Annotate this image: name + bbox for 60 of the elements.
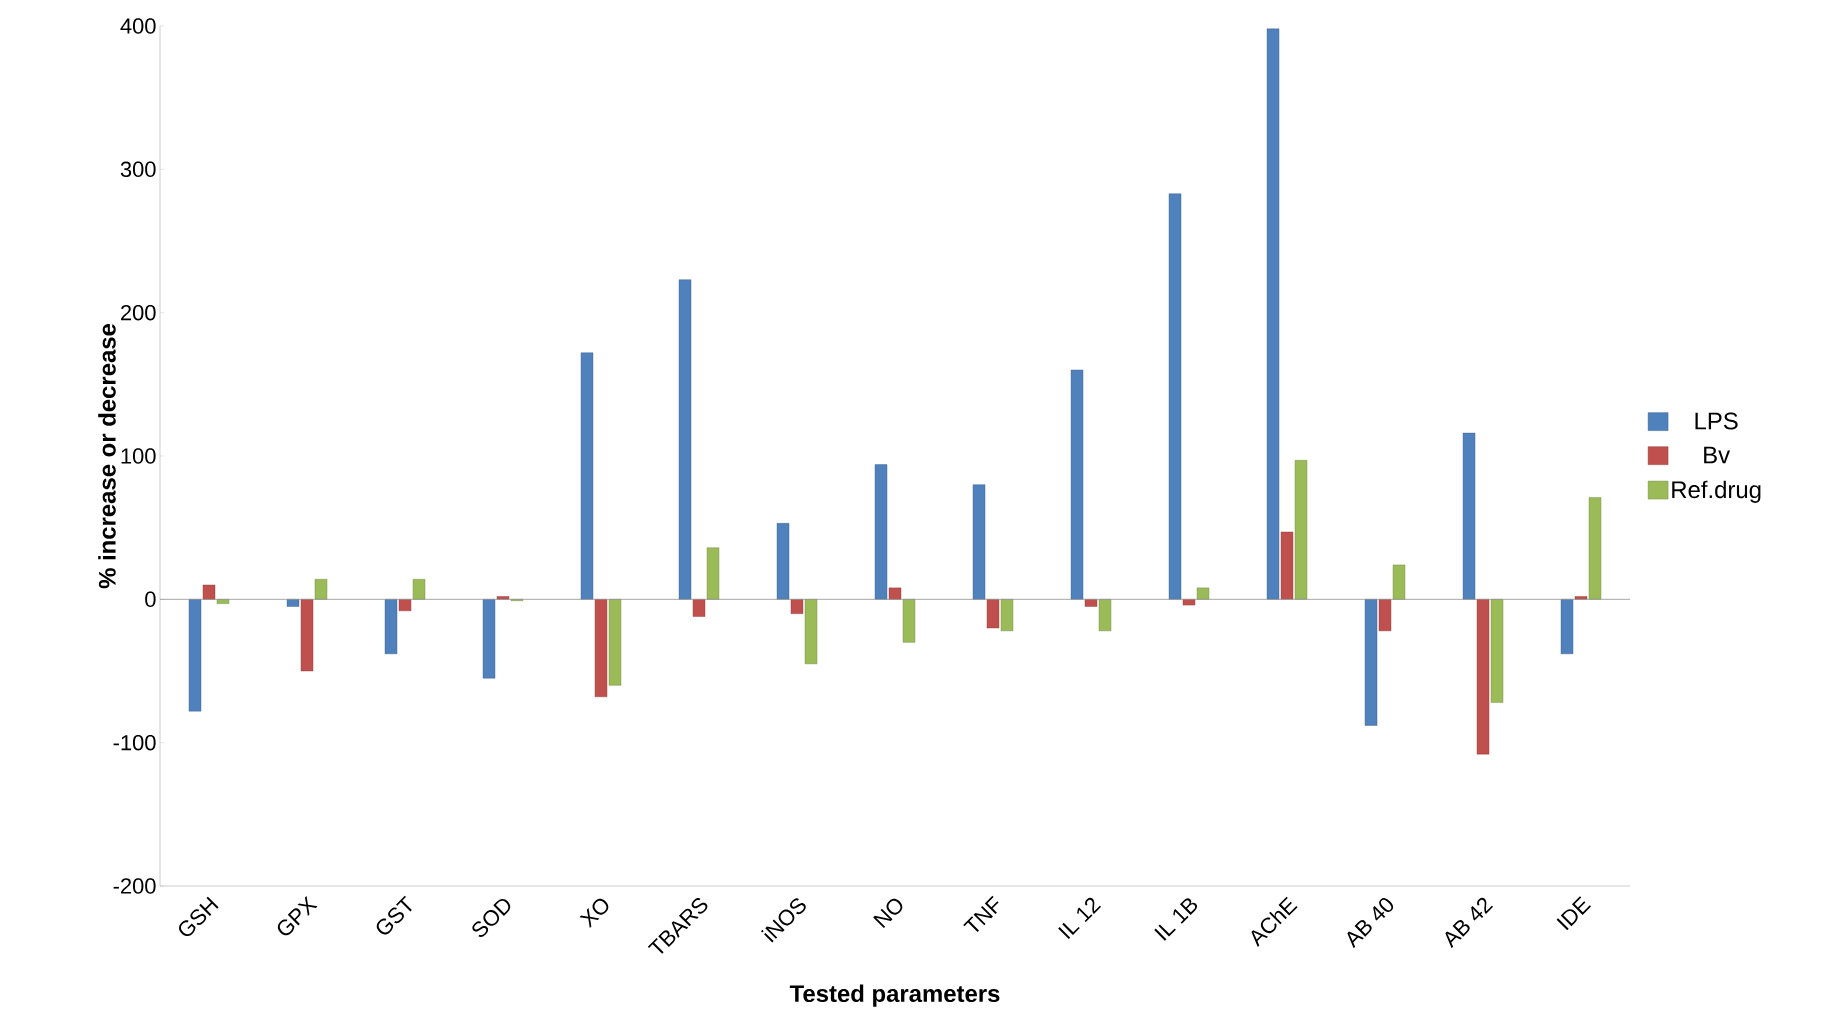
bar [1378, 599, 1392, 632]
bar [1490, 599, 1504, 703]
y-tick-label: -200 [113, 878, 156, 894]
bar [1098, 599, 1112, 632]
x-tick-label: NO [873, 898, 903, 929]
bar [1168, 193, 1182, 600]
x-tick-label: AB 40 [1347, 898, 1394, 949]
legend-label: LPS [1695, 412, 1738, 430]
bar [1392, 564, 1406, 600]
bar [314, 579, 328, 600]
x-tick-label: AB 42 [1445, 897, 1494, 949]
bar [874, 464, 888, 600]
bar [412, 579, 426, 600]
bar [1476, 599, 1490, 755]
bar [1574, 596, 1588, 600]
y-axis-title: % increase or decrease [98, 323, 116, 589]
bar [804, 599, 818, 665]
bar [1588, 497, 1602, 600]
bar [776, 523, 790, 600]
bar [496, 596, 510, 600]
bar [706, 547, 720, 600]
x-tick-label: IL 1B [1154, 898, 1198, 941]
legend-label: Bv [1704, 446, 1731, 464]
bar [482, 599, 496, 679]
legend-label: Ref.drug [1672, 480, 1761, 503]
bar [1070, 369, 1084, 600]
y-tick-label: -100 [113, 734, 156, 751]
bar [188, 599, 202, 712]
bar [1196, 587, 1210, 600]
bar [1294, 460, 1308, 600]
bar [972, 484, 986, 600]
bar [986, 599, 1000, 629]
bar [888, 587, 902, 600]
x-tick-label: IDE [1556, 896, 1592, 931]
bar [1560, 599, 1574, 654]
bar [1364, 599, 1378, 726]
bar [384, 599, 398, 654]
bar [902, 599, 916, 643]
bar [580, 352, 594, 600]
bar [1000, 599, 1014, 632]
bar [300, 599, 314, 672]
bar [594, 599, 608, 697]
y-tick-label: 0 [145, 591, 156, 608]
y-tick-label: 300 [120, 161, 156, 178]
y-tick-label: 100 [121, 448, 156, 464]
bar [1462, 432, 1476, 600]
bar [1266, 28, 1280, 600]
x-tick-label: TNF [963, 895, 999, 932]
x-tick-label: XO [579, 898, 609, 929]
y-tick-label: 400 [120, 18, 156, 34]
bar [608, 599, 622, 686]
bar [202, 584, 216, 600]
bar [692, 599, 706, 617]
x-tick-label: IL 12 [1058, 897, 1102, 940]
bar [790, 599, 804, 614]
bar [1280, 531, 1294, 600]
bar [678, 279, 692, 600]
y-tick-label: 200 [121, 304, 156, 321]
x-axis-title: Tested parameters [789, 984, 1000, 1007]
bar [398, 599, 412, 611]
